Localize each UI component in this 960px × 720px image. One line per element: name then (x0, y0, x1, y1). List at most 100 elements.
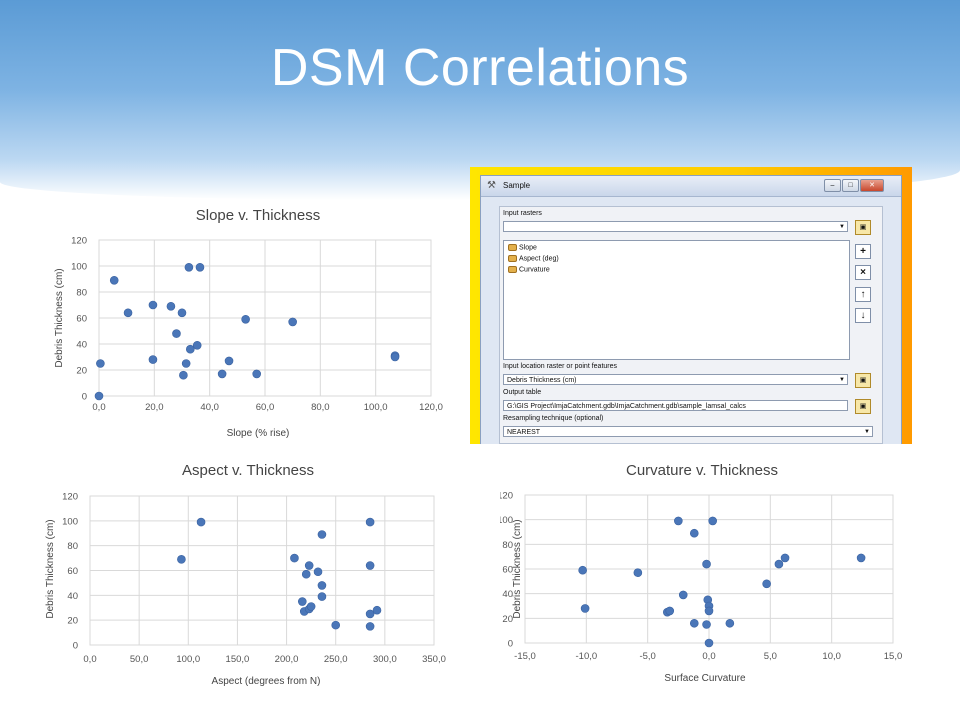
data-point (365, 561, 375, 570)
y-axis-label: Debris Thickness (cm) (512, 519, 523, 618)
plot-area: 0 20 40 60 80 100 120 -15,0 -10,0 -5,0 0,0 5,0 10,0 1… (500, 491, 902, 663)
dialog-body: Input rasters ▼ ▣ Slope Aspect (deg) Cur… (499, 206, 883, 444)
data-point (674, 516, 683, 526)
y-tick-label: 80 (76, 288, 87, 299)
input-rasters-combo[interactable]: ▼ (503, 221, 848, 232)
data-point (780, 553, 790, 563)
plot-area: 0 20 40 60 80 100 120 0,0 20,0 40,0 60,0 80,0 100,0 1… (71, 236, 443, 414)
data-point (665, 606, 675, 616)
y-tick-label: 0 (82, 392, 87, 403)
resampling-combo[interactable]: NEAREST ▼ (503, 426, 873, 437)
x-tick-label: 0,0 (92, 402, 105, 413)
data-point (704, 638, 714, 648)
data-point (192, 341, 202, 350)
x-tick-label: -15,0 (514, 651, 536, 662)
data-point (702, 559, 711, 569)
folder-icon[interactable]: ▣ (855, 399, 871, 414)
data-point (94, 391, 104, 401)
x-axis-label: Surface Curvature (664, 673, 746, 684)
x-tick-label: 350,0 (422, 654, 446, 665)
raster-icon (508, 244, 517, 251)
y-tick-label: 40 (502, 589, 513, 600)
data-point (678, 590, 688, 600)
data-point (689, 618, 699, 628)
data-point (580, 604, 590, 613)
x-tick-label: 100,0 (176, 654, 200, 665)
y-tick-label: 0 (508, 639, 513, 650)
data-point (241, 315, 250, 324)
list-item[interactable]: Slope (508, 244, 537, 251)
remove-icon[interactable]: × (855, 265, 871, 280)
list-item[interactable]: Curvature (508, 266, 550, 273)
resampling-label: Resampling technique (optional) (503, 415, 604, 422)
x-tick-label: 250,0 (324, 654, 348, 665)
x-axis-label: Slope (% rise) (227, 428, 290, 439)
data-point (123, 308, 133, 318)
raster-icon (508, 255, 517, 262)
input-rasters-label: Input rasters (503, 210, 542, 217)
data-point (704, 606, 714, 616)
output-label: Output table (503, 389, 542, 396)
x-tick-label: 150,0 (226, 654, 250, 665)
title-banner (0, 0, 960, 200)
data-point (195, 263, 205, 272)
data-point (708, 516, 717, 526)
maximize-icon[interactable]: □ (842, 179, 859, 192)
hammer-icon: ⚒ (487, 180, 496, 191)
dialog-title: Sample (503, 181, 531, 190)
data-point (578, 565, 587, 575)
data-point (177, 555, 186, 564)
data-point (297, 597, 307, 606)
y-tick-label: 80 (502, 540, 513, 551)
rasters-list[interactable]: Slope Aspect (deg) Curvature (503, 240, 850, 360)
y-tick-label: 100 (71, 262, 87, 273)
data-point (290, 553, 299, 563)
data-point (109, 276, 119, 285)
sample-dialog: ⚒ Sample – □ ✕ Input rasters ▼ ▣ Slope A… (480, 175, 902, 444)
data-point (196, 517, 206, 527)
data-point (166, 302, 176, 311)
data-point (224, 356, 234, 366)
list-item[interactable]: Aspect (deg) (508, 255, 559, 262)
y-tick-label: 100 (62, 516, 78, 527)
points-combo[interactable]: Debris Thickness (cm) ▼ (503, 374, 848, 385)
data-point (365, 609, 375, 619)
points-label: Input location raster or point features (503, 363, 618, 370)
chart-title: Aspect v. Thickness (182, 462, 314, 479)
minimize-icon[interactable]: – (824, 179, 841, 192)
x-tick-label: 0,0 (83, 654, 96, 665)
y-tick-label: 20 (76, 366, 87, 377)
data-point (390, 352, 400, 362)
y-tick-label: 120 (62, 492, 78, 503)
x-tick-label: 100,0 (364, 402, 388, 413)
data-point (856, 553, 866, 563)
up-icon[interactable]: ↑ (855, 287, 871, 302)
x-tick-label: 300,0 (373, 654, 397, 665)
x-axis-label: Aspect (degrees from N) (212, 676, 321, 687)
data-point (148, 355, 158, 364)
data-point (702, 620, 711, 629)
data-point (774, 559, 784, 569)
data-point (304, 561, 314, 570)
down-icon[interactable]: ↓ (855, 308, 871, 323)
data-point (148, 300, 158, 310)
chart-title: Slope v. Thickness (196, 207, 321, 224)
x-tick-label: 80,0 (311, 402, 330, 413)
y-tick-label: 60 (76, 314, 87, 325)
close-icon[interactable]: ✕ (860, 179, 884, 192)
add-icon[interactable]: + (855, 244, 871, 259)
data-point (252, 369, 261, 379)
data-point (633, 568, 643, 577)
x-tick-label: 120,0 (419, 402, 443, 413)
folder-icon[interactable]: ▣ (855, 373, 871, 388)
data-point (184, 263, 194, 272)
curvature-chart: Curvature v. Thickness Debris Thickness … (500, 462, 902, 684)
y-axis-label: Debris Thickness (cm) (45, 519, 56, 618)
y-axis-label: Debris Thickness (cm) (54, 268, 65, 367)
folder-icon[interactable]: ▣ (855, 220, 871, 235)
data-point (306, 602, 316, 611)
output-field[interactable]: G:\GIS Project\ImjaCatchment.gdb\ImjaCat… (503, 400, 848, 411)
y-tick-label: 0 (73, 641, 78, 652)
y-tick-label: 20 (502, 614, 513, 625)
slope-chart: Slope v. Thickness Debris Thickness (cm)… (54, 207, 443, 439)
